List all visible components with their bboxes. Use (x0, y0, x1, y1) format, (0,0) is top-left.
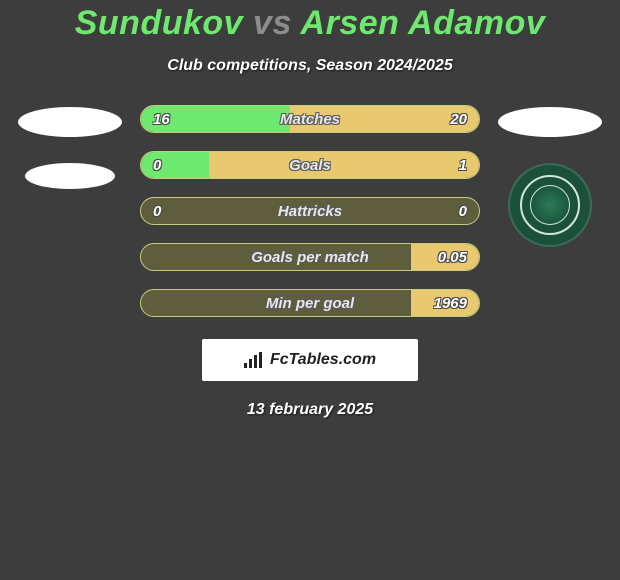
stat-fill-left (141, 152, 209, 178)
stat-value-right: 1 (459, 157, 467, 174)
subtitle: Club competitions, Season 2024/2025 (0, 57, 620, 75)
stat-bar: 0 1 Goals (140, 151, 480, 179)
stat-value-right: 20 (450, 111, 467, 128)
stat-label: Goals per match (251, 249, 369, 266)
comparison-row: 16 20 Matches 0 1 Goals 0 0 Hattricks 0.05 Goals p… (0, 105, 620, 317)
player2-avatar-placeholder (498, 107, 602, 137)
stat-label: Goals (289, 157, 331, 174)
stat-value-left: 0 (153, 157, 161, 174)
stat-fill-right (209, 152, 479, 178)
stat-bars: 16 20 Matches 0 1 Goals 0 0 Hattricks 0.05 Goals p… (140, 105, 480, 317)
club-badge-core (530, 185, 570, 225)
footer-date: 13 february 2025 (0, 401, 620, 419)
widget: Sundukov vs Arsen Adamov Club competitio… (0, 0, 620, 419)
brand-bars-icon (244, 352, 264, 368)
stat-label: Hattricks (278, 203, 342, 220)
player1-club-placeholder (25, 163, 115, 189)
player1-avatar-placeholder (18, 107, 122, 137)
player1-side (18, 105, 122, 189)
player2-side (498, 105, 602, 247)
player2-name: Arsen Adamov (301, 4, 546, 42)
stat-value-right: 0 (459, 203, 467, 220)
stat-value-left: 0 (153, 203, 161, 220)
stat-value-left: 16 (153, 111, 170, 128)
page-title: Sundukov vs Arsen Adamov (0, 4, 620, 43)
stat-value-right: 1969 (434, 295, 467, 312)
club-badge-ring (520, 175, 580, 235)
stat-bar: 1969 Min per goal (140, 289, 480, 317)
stat-value-right: 0.05 (438, 249, 467, 266)
stat-label: Min per goal (266, 295, 354, 312)
vs-label: vs (253, 4, 292, 42)
stat-label: Matches (280, 111, 340, 128)
player1-name: Sundukov (75, 4, 243, 42)
brand-box[interactable]: FcTables.com (202, 339, 418, 381)
player2-club-badge (508, 163, 592, 247)
stat-bar: 0 0 Hattricks (140, 197, 480, 225)
stat-bar: 0.05 Goals per match (140, 243, 480, 271)
stat-bar: 16 20 Matches (140, 105, 480, 133)
brand-text: FcTables.com (270, 351, 376, 369)
